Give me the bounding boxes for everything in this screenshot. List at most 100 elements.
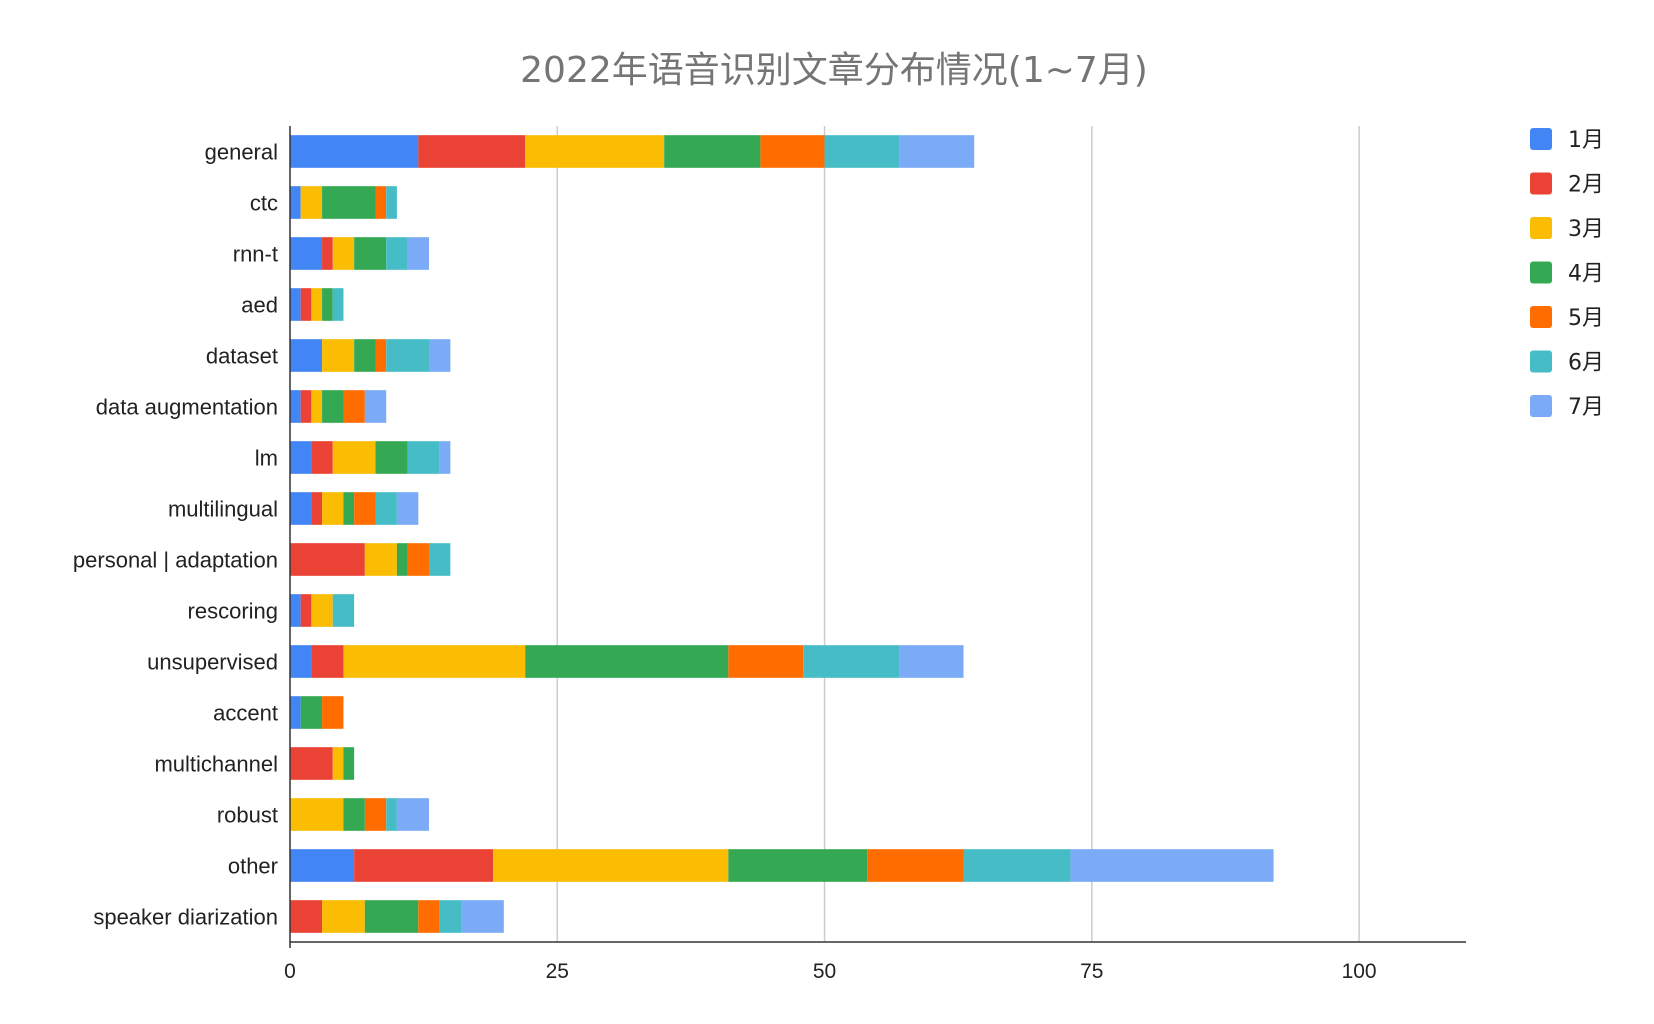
bar-rescoring-series-2[interactable] bbox=[300, 594, 312, 627]
legend-swatch-4[interactable] bbox=[1530, 261, 1552, 284]
bar-general-series-1[interactable] bbox=[290, 135, 419, 168]
bar-multilingual-series-4[interactable] bbox=[343, 492, 355, 525]
bar-multichannel-series-3[interactable] bbox=[332, 747, 344, 780]
bar-ctc-series-6[interactable] bbox=[386, 186, 397, 219]
legend-swatch-2[interactable] bbox=[1530, 172, 1552, 195]
bar-lm-series-1[interactable] bbox=[290, 441, 312, 474]
bar-data-augmentation-series-1[interactable] bbox=[290, 390, 301, 423]
bar-dataset-series-5[interactable] bbox=[375, 339, 387, 372]
bar-rescoring-series-3[interactable] bbox=[311, 594, 333, 627]
bar-aed-series-1[interactable] bbox=[290, 288, 301, 321]
bar-multilingual-series-6[interactable] bbox=[375, 492, 397, 525]
bar-personal-adaptation-series-5[interactable] bbox=[407, 543, 429, 576]
bar-multilingual-series-2[interactable] bbox=[311, 492, 323, 525]
bar-general-series-2[interactable] bbox=[418, 135, 526, 168]
legend-label-4[interactable]: 4月 bbox=[1568, 262, 1604, 287]
bar-dataset-series-6[interactable] bbox=[386, 339, 429, 372]
bar-speaker-diarization-series-2[interactable] bbox=[290, 900, 323, 933]
bar-other-series-7[interactable] bbox=[1070, 849, 1274, 882]
bar-rnn-t-series-1[interactable] bbox=[290, 237, 323, 270]
bar-personal-adaptation-series-3[interactable] bbox=[364, 543, 397, 576]
bar-other-series-6[interactable] bbox=[963, 849, 1071, 882]
bar-lm-series-2[interactable] bbox=[311, 441, 333, 474]
bar-other-series-1[interactable] bbox=[290, 849, 355, 882]
legend-label-7[interactable]: 7月 bbox=[1568, 395, 1604, 420]
bar-general-series-5[interactable] bbox=[760, 135, 825, 168]
bar-other-series-4[interactable] bbox=[728, 849, 868, 882]
legend-swatch-7[interactable] bbox=[1530, 395, 1552, 417]
bar-other-series-5[interactable] bbox=[867, 849, 964, 882]
bar-general-series-6[interactable] bbox=[824, 135, 900, 168]
bar-robust-series-6[interactable] bbox=[386, 798, 397, 831]
legend-swatch-6[interactable] bbox=[1530, 350, 1552, 373]
bar-robust-series-7[interactable] bbox=[396, 798, 429, 831]
bar-personal-adaptation-series-4[interactable] bbox=[396, 543, 408, 576]
bar-rescoring-series-6[interactable] bbox=[332, 594, 355, 627]
bar-dataset-series-1[interactable] bbox=[290, 339, 323, 372]
bar-ctc-series-5[interactable] bbox=[375, 186, 387, 219]
legend-label-5[interactable]: 5月 bbox=[1568, 306, 1604, 331]
bar-lm-series-6[interactable] bbox=[407, 441, 440, 474]
bar-dataset-series-3[interactable] bbox=[322, 339, 355, 372]
legend-swatch-3[interactable] bbox=[1530, 217, 1552, 239]
bar-speaker-diarization-series-5[interactable] bbox=[418, 900, 440, 933]
bar-aed-series-4[interactable] bbox=[322, 288, 333, 321]
bar-accent-series-1[interactable] bbox=[290, 696, 301, 729]
bar-rnn-t-series-4[interactable] bbox=[354, 237, 387, 270]
bar-multilingual-series-5[interactable] bbox=[354, 492, 376, 525]
bar-unsupervised-series-6[interactable] bbox=[803, 645, 900, 678]
bar-unsupervised-series-2[interactable] bbox=[311, 645, 344, 678]
bar-data-augmentation-series-7[interactable] bbox=[364, 390, 387, 423]
legend-label-3[interactable]: 3月 bbox=[1568, 217, 1604, 242]
bar-aed-series-3[interactable] bbox=[311, 288, 323, 321]
bar-aed-series-2[interactable] bbox=[300, 288, 312, 321]
bar-ctc-series-3[interactable] bbox=[300, 186, 323, 219]
bar-data-augmentation-series-2[interactable] bbox=[300, 390, 312, 423]
legend-swatch-5[interactable] bbox=[1530, 306, 1552, 328]
legend-label-6[interactable]: 6月 bbox=[1568, 351, 1604, 376]
bar-general-series-7[interactable] bbox=[899, 135, 975, 168]
bar-speaker-diarization-series-6[interactable] bbox=[439, 900, 462, 933]
bar-lm-series-7[interactable] bbox=[439, 441, 451, 474]
bar-speaker-diarization-series-4[interactable] bbox=[364, 900, 419, 933]
bar-multichannel-series-4[interactable] bbox=[343, 747, 355, 780]
bar-other-series-2[interactable] bbox=[354, 849, 494, 882]
bar-personal-adaptation-series-2[interactable] bbox=[290, 543, 365, 576]
bar-unsupervised-series-3[interactable] bbox=[343, 645, 526, 678]
bar-rnn-t-series-3[interactable] bbox=[332, 237, 355, 270]
bar-data-augmentation-series-4[interactable] bbox=[322, 390, 344, 423]
bar-accent-series-5[interactable] bbox=[322, 696, 344, 729]
bar-unsupervised-series-1[interactable] bbox=[290, 645, 312, 678]
bar-personal-adaptation-series-6[interactable] bbox=[428, 543, 451, 576]
bar-rescoring-series-1[interactable] bbox=[290, 594, 301, 627]
bar-other-series-3[interactable] bbox=[493, 849, 729, 882]
bar-aed-series-6[interactable] bbox=[332, 288, 344, 321]
bar-general-series-4[interactable] bbox=[664, 135, 761, 168]
bar-rnn-t-series-6[interactable] bbox=[386, 237, 408, 270]
bar-multilingual-series-1[interactable] bbox=[290, 492, 312, 525]
bar-multilingual-series-7[interactable] bbox=[396, 492, 419, 525]
bar-dataset-series-7[interactable] bbox=[428, 339, 451, 372]
legend-label-2[interactable]: 2月 bbox=[1568, 173, 1604, 198]
bar-unsupervised-series-7[interactable] bbox=[899, 645, 964, 678]
bar-robust-series-5[interactable] bbox=[364, 798, 387, 831]
bar-speaker-diarization-series-7[interactable] bbox=[461, 900, 504, 933]
bar-unsupervised-series-5[interactable] bbox=[728, 645, 804, 678]
bar-multilingual-series-3[interactable] bbox=[322, 492, 344, 525]
bar-data-augmentation-series-5[interactable] bbox=[343, 390, 365, 423]
bar-robust-series-4[interactable] bbox=[343, 798, 365, 831]
legend-label-1[interactable]: 1月 bbox=[1568, 128, 1604, 153]
bar-accent-series-4[interactable] bbox=[300, 696, 323, 729]
bar-rnn-t-series-7[interactable] bbox=[407, 237, 429, 270]
bar-general-series-3[interactable] bbox=[525, 135, 665, 168]
bar-rnn-t-series-2[interactable] bbox=[322, 237, 333, 270]
bar-ctc-series-1[interactable] bbox=[290, 186, 301, 219]
bar-speaker-diarization-series-3[interactable] bbox=[322, 900, 365, 933]
legend-swatch-1[interactable] bbox=[1530, 128, 1552, 150]
bar-unsupervised-series-4[interactable] bbox=[525, 645, 729, 678]
bar-lm-series-4[interactable] bbox=[375, 441, 408, 474]
bar-dataset-series-4[interactable] bbox=[354, 339, 376, 372]
bar-robust-series-3[interactable] bbox=[290, 798, 344, 831]
bar-ctc-series-4[interactable] bbox=[322, 186, 376, 219]
bar-data-augmentation-series-3[interactable] bbox=[311, 390, 323, 423]
